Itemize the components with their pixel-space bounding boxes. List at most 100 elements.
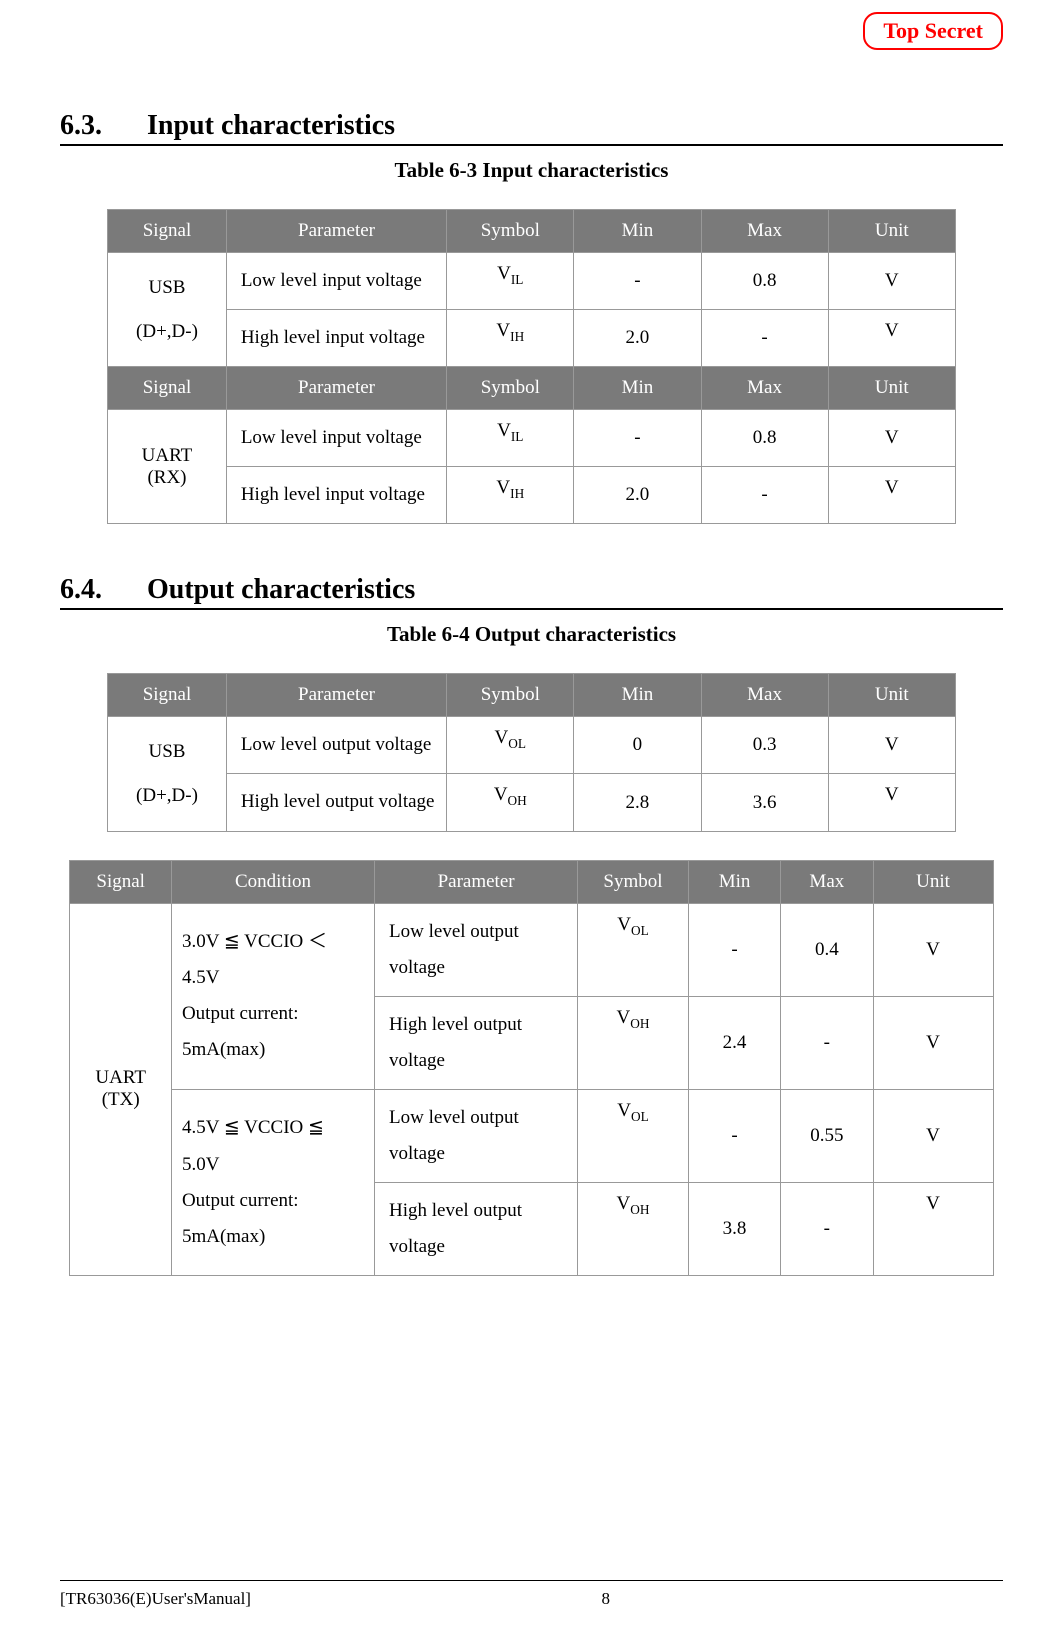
footer-manual: [TR63036(E)User'sManual] bbox=[60, 1589, 462, 1609]
min-cell: 2.8 bbox=[574, 774, 701, 831]
signal-name: USB bbox=[148, 741, 185, 762]
min-cell: 0 bbox=[574, 717, 701, 774]
table-6-4-caption: Table 6-4 Output characteristics bbox=[60, 622, 1003, 647]
unit-cell: V bbox=[828, 467, 955, 524]
signal-sub: (RX) bbox=[147, 467, 186, 488]
symbol-cell: VOL bbox=[578, 903, 689, 996]
symbol-main: V bbox=[617, 1007, 631, 1028]
th-symbol: Symbol bbox=[447, 210, 574, 253]
unit-cell: V bbox=[828, 774, 955, 831]
max-cell: 0.4 bbox=[781, 903, 873, 996]
min-cell: 2.4 bbox=[688, 996, 780, 1089]
symbol-cell: VOL bbox=[447, 717, 574, 774]
th-min: Min bbox=[688, 860, 780, 903]
unit-cell: V bbox=[828, 253, 955, 310]
symbol-sub: OH bbox=[508, 793, 527, 808]
th-parameter: Parameter bbox=[226, 210, 446, 253]
min-cell: 2.0 bbox=[574, 310, 701, 367]
max-cell: - bbox=[701, 310, 828, 367]
max-cell: 0.8 bbox=[701, 253, 828, 310]
th-condition: Condition bbox=[171, 860, 374, 903]
signal-name: UART bbox=[142, 445, 193, 466]
symbol-sub: OL bbox=[631, 922, 649, 937]
symbol-sub: OH bbox=[630, 1202, 649, 1217]
table-header-row: Signal Condition Parameter Symbol Min Ma… bbox=[70, 860, 993, 903]
min-cell: - bbox=[688, 903, 780, 996]
symbol-sub: OH bbox=[630, 1016, 649, 1031]
th-min: Min bbox=[574, 210, 701, 253]
condition-line: 3.0V ≦ VCCIO ＜ 4.5V bbox=[182, 931, 327, 988]
symbol-cell: VIH bbox=[447, 467, 574, 524]
table-header-row: Signal Parameter Symbol Min Max Unit bbox=[108, 210, 956, 253]
param-cell: Low level output voltage bbox=[375, 903, 578, 996]
symbol-sub: IL bbox=[511, 429, 524, 444]
symbol-main: V bbox=[496, 320, 510, 341]
signal-sub: (D+,D-) bbox=[136, 321, 198, 342]
min-cell: - bbox=[574, 253, 701, 310]
signal-cell: UART (RX) bbox=[108, 410, 227, 524]
table-row: High level input voltage VIH 2.0 - V bbox=[108, 467, 956, 524]
th-unit: Unit bbox=[828, 674, 955, 717]
table-header-row: Signal Parameter Symbol Min Max Unit bbox=[108, 674, 956, 717]
max-cell: - bbox=[781, 1183, 873, 1276]
th-max: Max bbox=[701, 210, 828, 253]
min-cell: 3.8 bbox=[688, 1183, 780, 1276]
symbol-main: V bbox=[617, 1100, 631, 1121]
condition-cell: 3.0V ≦ VCCIO ＜ 4.5V Output current: 5mA(… bbox=[171, 903, 374, 1089]
condition-line: Output current: 5mA(max) bbox=[182, 1003, 299, 1060]
th-signal: Signal bbox=[108, 367, 227, 410]
table-row: USB (D+,D-) Low level output voltage VOL… bbox=[108, 717, 956, 774]
th-symbol: Symbol bbox=[447, 674, 574, 717]
unit-cell: V bbox=[828, 310, 955, 367]
unit-cell: V bbox=[873, 903, 993, 996]
symbol-cell: VOH bbox=[578, 1183, 689, 1276]
symbol-cell: VIL bbox=[447, 253, 574, 310]
max-cell: - bbox=[781, 996, 873, 1089]
param-cell: High level output voltage bbox=[375, 1183, 578, 1276]
table-6-3: Signal Parameter Symbol Min Max Unit USB… bbox=[107, 209, 956, 524]
table-row: USB (D+,D-) Low level input voltage VIL … bbox=[108, 253, 956, 310]
min-cell: 2.0 bbox=[574, 467, 701, 524]
symbol-sub: IL bbox=[511, 272, 524, 287]
th-max: Max bbox=[781, 860, 873, 903]
symbol-main: V bbox=[497, 420, 511, 441]
symbol-cell: VOH bbox=[447, 774, 574, 831]
signal-name: UART bbox=[95, 1067, 146, 1088]
section-6-3-title: Input characteristics bbox=[147, 110, 395, 141]
section-6-4-heading: 6.4. Output characteristics bbox=[60, 574, 1003, 610]
table-6-4a: Signal Parameter Symbol Min Max Unit USB… bbox=[107, 673, 956, 831]
section-6-3-number: 6.3. bbox=[60, 110, 140, 142]
symbol-main: V bbox=[494, 784, 508, 805]
table-header-row: Signal Parameter Symbol Min Max Unit bbox=[108, 367, 956, 410]
unit-cell: V bbox=[828, 410, 955, 467]
condition-line: 4.5V ≦ VCCIO ≦ 5.0V bbox=[182, 1117, 324, 1174]
page-footer: [TR63036(E)User'sManual] 8 bbox=[60, 1580, 1003, 1609]
max-cell: - bbox=[701, 467, 828, 524]
table-row: UART (TX) 3.0V ≦ VCCIO ＜ 4.5V Output cur… bbox=[70, 903, 993, 996]
min-cell: - bbox=[688, 1089, 780, 1182]
th-parameter: Parameter bbox=[226, 367, 446, 410]
signal-name: USB bbox=[148, 277, 185, 298]
th-symbol: Symbol bbox=[447, 367, 574, 410]
section-6-4-number: 6.4. bbox=[60, 574, 140, 606]
unit-cell: V bbox=[828, 717, 955, 774]
th-unit: Unit bbox=[828, 367, 955, 410]
symbol-cell: VOH bbox=[578, 996, 689, 1089]
param-cell: Low level output voltage bbox=[226, 717, 446, 774]
th-min: Min bbox=[574, 674, 701, 717]
symbol-sub: OL bbox=[508, 736, 526, 751]
condition-line: Output current: 5mA(max) bbox=[182, 1190, 299, 1247]
table-row: 4.5V ≦ VCCIO ≦ 5.0V Output current: 5mA(… bbox=[70, 1089, 993, 1182]
table-row: High level input voltage VIH 2.0 - V bbox=[108, 310, 956, 367]
symbol-main: V bbox=[617, 1193, 631, 1214]
symbol-sub: IH bbox=[510, 486, 524, 501]
min-cell: - bbox=[574, 410, 701, 467]
section-6-3-heading: 6.3. Input characteristics bbox=[60, 110, 1003, 146]
param-cell: Low level output voltage bbox=[375, 1089, 578, 1182]
top-secret-stamp: Top Secret bbox=[863, 12, 1003, 50]
max-cell: 0.8 bbox=[701, 410, 828, 467]
signal-cell: USB (D+,D-) bbox=[108, 717, 227, 831]
symbol-cell: VIH bbox=[447, 310, 574, 367]
th-parameter: Parameter bbox=[226, 674, 446, 717]
table-row: High level output voltage VOH 2.8 3.6 V bbox=[108, 774, 956, 831]
